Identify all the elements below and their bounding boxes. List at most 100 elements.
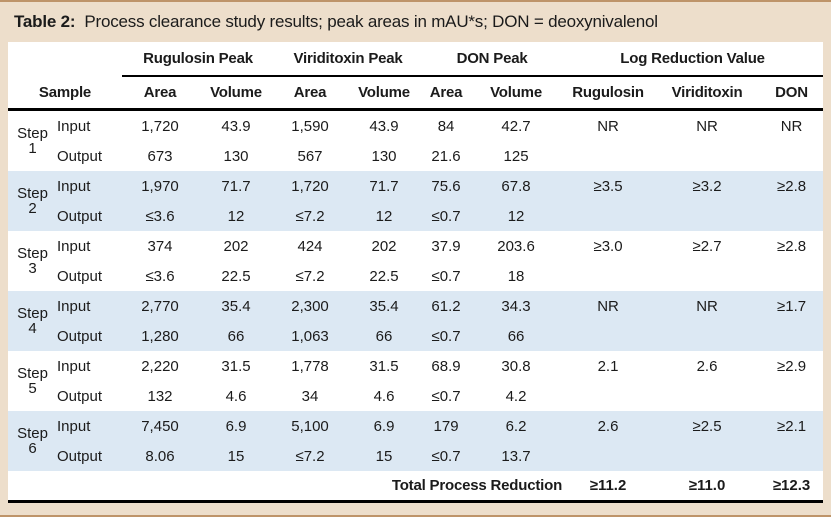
column-header-don-volume: Volume <box>470 76 563 111</box>
value-cell <box>562 261 654 291</box>
value-cell: ≥2.8 <box>760 171 824 201</box>
value-cell <box>654 141 760 171</box>
table-row: Output 1,280 66 1,063 66 ≤0.7 66 <box>8 321 824 351</box>
value-cell: 125 <box>503 147 529 165</box>
sample-cell: Output <box>57 147 103 165</box>
table-caption: Table 2: Process clearance study results;… <box>0 2 831 42</box>
value-cell: 4.6 <box>225 387 247 405</box>
group-header-rugulosin-peak: Rugulosin Peak <box>122 42 275 77</box>
value-cell: ≤0.7 <box>431 267 461 285</box>
value-cell: 66 <box>198 321 275 351</box>
step-label: Step 6 <box>8 411 57 471</box>
group-header-log-reduction-value: Log Reduction Value <box>562 42 824 77</box>
value-cell: ≤7.2 <box>274 201 347 231</box>
column-header-viriditoxin-area: Area <box>274 76 347 111</box>
value-cell: NR <box>780 117 803 135</box>
value-cell: 66 <box>346 321 423 351</box>
value-cell: ≤0.7 <box>422 441 471 471</box>
value-cell: 1,720 <box>141 117 179 135</box>
table-row: Output ≤3.6 12 ≤7.2 12 ≤0.7 12 <box>8 201 824 231</box>
total-row: Total Process Reduction ≥11.2 ≥11.0 ≥12.3 <box>8 471 824 503</box>
value-cell <box>760 441 824 471</box>
value-cell: 15 <box>198 441 275 471</box>
group-header-viriditoxin-peak: Viriditoxin Peak <box>274 42 423 77</box>
sample-cell: Output <box>57 387 103 405</box>
table-header: Rugulosin Peak Viriditoxin Peak DON Peak… <box>8 42 824 111</box>
value-cell: 374 <box>147 237 173 255</box>
value-cell: 71.7 <box>198 171 275 201</box>
value-cell: ≤3.6 <box>122 201 198 231</box>
value-cell: 31.5 <box>221 357 251 375</box>
step-label: Step 3 <box>17 245 48 277</box>
value-cell: 37.9 <box>431 237 461 255</box>
column-header-lrv-don: DON <box>760 76 824 111</box>
sample-cell: Output <box>57 321 122 351</box>
sample-cell: Output <box>57 441 122 471</box>
value-cell: 61.2 <box>422 291 471 321</box>
sample-cell: Input <box>57 171 122 201</box>
value-cell: ≥3.2 <box>654 171 761 201</box>
value-cell: 35.4 <box>346 291 423 321</box>
value-cell: 30.8 <box>501 357 531 375</box>
value-cell: 22.5 <box>221 267 251 285</box>
value-cell: 424 <box>297 237 323 255</box>
value-cell: 66 <box>470 321 563 351</box>
value-cell: 7,450 <box>122 411 198 441</box>
value-cell <box>654 441 761 471</box>
value-cell <box>562 441 655 471</box>
column-header-sample: Sample <box>8 76 122 111</box>
value-cell: 179 <box>422 411 471 441</box>
value-cell: 68.9 <box>431 357 461 375</box>
value-cell: 2.1 <box>597 357 619 375</box>
value-cell: ≥2.8 <box>777 237 807 255</box>
value-cell: 130 <box>223 147 249 165</box>
value-cell: ≥3.0 <box>593 237 623 255</box>
sample-cell: Output <box>57 201 122 231</box>
value-cell: 1,590 <box>291 117 329 135</box>
value-cell: 203.6 <box>497 237 535 255</box>
table-row: Step 4 Input 2,770 35.4 2,300 35.4 61.2 34.3 NR NR… <box>8 291 824 351</box>
column-header-viriditoxin-volume: Volume <box>346 76 423 111</box>
value-cell: 13.7 <box>470 441 563 471</box>
group-header-row: Rugulosin Peak Viriditoxin Peak DON Peak… <box>8 42 824 77</box>
value-cell: 673 <box>147 147 173 165</box>
sample-cell: Input <box>57 117 91 135</box>
caption-text: Process clearance study results; peak ar… <box>84 12 658 31</box>
value-cell <box>760 141 823 171</box>
results-table: Rugulosin Peak Viriditoxin Peak DON Peak… <box>8 42 824 503</box>
sample-cell: Input <box>57 237 91 255</box>
table-row: Output 673 130 567 130 21.6 125 <box>8 141 823 171</box>
value-cell <box>654 201 761 231</box>
value-cell: 43.9 <box>369 117 399 135</box>
table-row: Step 3 Input 374 202 424 202 37.9 203.6 ≥3.0 ≥2.7 ≥… <box>8 231 823 277</box>
value-cell: 1,720 <box>274 171 347 201</box>
sample-cell: Input <box>57 411 122 441</box>
step-label: Step 4 <box>8 291 57 351</box>
total-label: Total Process Reduction <box>8 471 563 503</box>
sample-cell: Output <box>57 267 103 285</box>
value-cell: 12 <box>198 201 275 231</box>
value-cell: ≤7.2 <box>274 441 347 471</box>
column-header-lrv-viriditoxin: Viriditoxin <box>654 76 761 111</box>
value-cell: 4.6 <box>373 387 395 405</box>
total-value: ≥11.0 <box>654 471 761 503</box>
value-cell: ≥2.5 <box>654 411 761 441</box>
value-cell <box>562 321 655 351</box>
table-row: Output 8.06 15 ≤7.2 15 ≤0.7 13.7 <box>8 441 824 471</box>
group-header-don-peak: DON Peak <box>422 42 563 77</box>
value-cell: 22.5 <box>369 267 399 285</box>
value-cell: 202 <box>371 237 397 255</box>
column-header-lrv-rugulosin: Rugulosin <box>562 76 655 111</box>
value-cell: 132 <box>147 387 173 405</box>
value-cell: 2.6 <box>562 411 655 441</box>
value-cell <box>654 321 761 351</box>
value-cell: 2.6 <box>696 357 718 375</box>
value-cell: 1,280 <box>122 321 198 351</box>
value-cell: ≤7.2 <box>295 267 325 285</box>
value-cell: 12 <box>346 201 423 231</box>
table-row: Step 6 Input 7,450 6.9 5,100 6.9 179 6.2 2.6 ≥2.5 ≥… <box>8 411 824 471</box>
value-cell: 71.7 <box>346 171 423 201</box>
value-cell: 1,970 <box>122 171 198 201</box>
value-cell: 2,220 <box>141 357 179 375</box>
